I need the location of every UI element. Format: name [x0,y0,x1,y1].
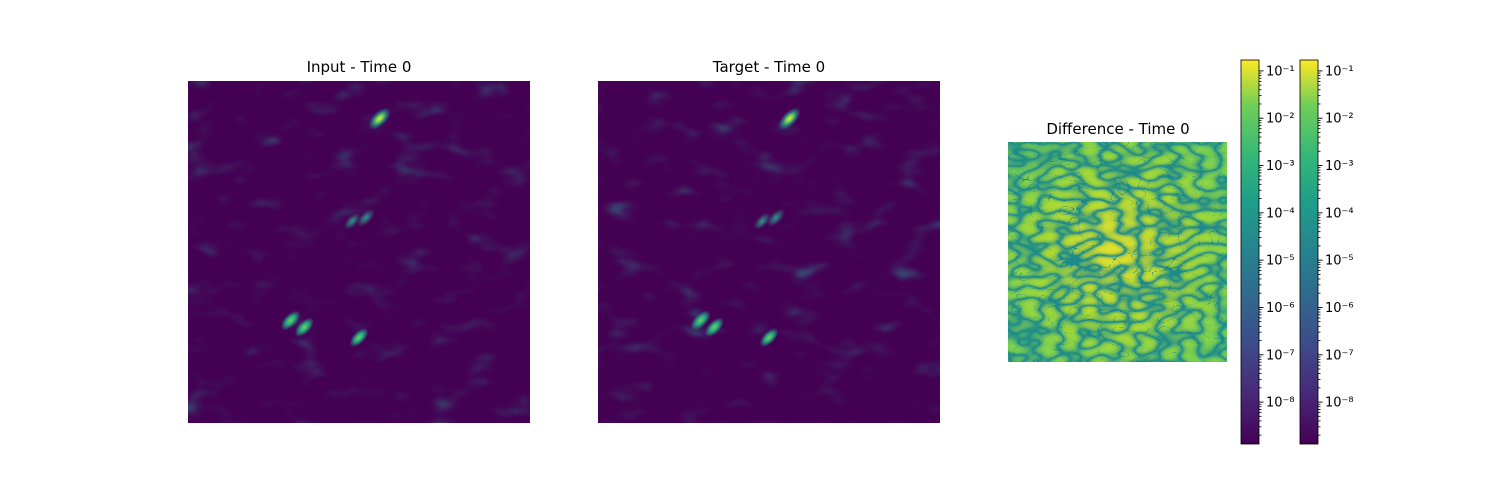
colorbar-2-tick-label: 10⁻⁵ [1325,254,1354,269]
input-bright-spot-6 [343,212,361,230]
colorbar-2-tick-label: 10⁻³ [1325,159,1354,174]
colorbar-1-tick-label: 10⁻⁸ [1266,396,1295,411]
colorbar-2-tick-label: 10⁻⁴ [1325,206,1354,221]
target-bright-spot-1 [778,107,801,130]
target-bright-spot-6 [753,212,771,230]
colorbar-1-tick-label: 10⁻⁵ [1266,254,1295,269]
colorbar-2-tick-label: 10⁻² [1325,112,1354,127]
difference-heatmap-contours [1008,142,1227,362]
colorbar-2-tick-label: 10⁻⁶ [1325,301,1354,316]
colorbar-1-tick-label: 10⁻² [1266,112,1295,127]
colorbar-1: 10⁻⁸ 10⁻⁷ 10⁻⁶ 10⁻⁵ 10⁻⁴ 10⁻³ 10⁻² 10⁻¹ [1240,59,1295,445]
input-panel-title: Input - Time 0 [306,58,412,76]
target-heatmap [598,81,940,423]
colorbar-1-gradient [1240,59,1260,445]
colorbar-1-tick-label: 10⁻¹ [1266,64,1295,79]
input-heatmap-field [188,81,530,423]
colorbar-1-tick-label: 10⁻³ [1266,159,1295,174]
colorbar-1-tick-label: 10⁻⁶ [1266,301,1295,316]
colorbar-1-ticks: 10⁻⁸ 10⁻⁷ 10⁻⁶ 10⁻⁵ 10⁻⁴ 10⁻³ 10⁻² 10⁻¹ [1259,64,1295,436]
colorbar-2: 10⁻⁸ 10⁻⁷ 10⁻⁶ 10⁻⁵ 10⁻⁴ 10⁻³ 10⁻² 10⁻¹ [1299,59,1354,445]
input-heatmap [188,81,530,423]
input-bright-spots [280,107,391,347]
colorbar-2-gradient [1299,59,1319,445]
input-bright-spot-4 [349,328,369,347]
target-bright-spot-3 [704,317,724,337]
colorbar-1-tick-label: 10⁻⁴ [1266,206,1295,221]
target-bright-spot-4 [759,328,779,347]
input-bright-spot-5 [356,208,375,227]
difference-panel-title: Difference - Time 0 [1046,120,1190,138]
input-bright-spot-2 [280,310,301,331]
target-bright-spot-2 [690,310,711,331]
input-bright-spot-1 [368,107,391,130]
colorbar-2-tick-label: 10⁻¹ [1325,64,1354,79]
input-bright-spot-3 [294,317,314,337]
target-heatmap-field [598,81,940,423]
target-panel-title: Target - Time 0 [712,58,826,76]
colorbar-2-ticks: 10⁻⁸ 10⁻⁷ 10⁻⁶ 10⁻⁵ 10⁻⁴ 10⁻³ 10⁻² 10⁻¹ [1318,64,1354,436]
target-bright-spots [690,107,801,347]
colorbar-2-tick-label: 10⁻⁷ [1325,348,1354,363]
target-bright-spot-5 [766,208,785,227]
colorbar-2-tick-label: 10⁻⁸ [1325,396,1354,411]
colorbar-1-tick-label: 10⁻⁷ [1266,348,1295,363]
difference-heatmap [1008,142,1227,362]
